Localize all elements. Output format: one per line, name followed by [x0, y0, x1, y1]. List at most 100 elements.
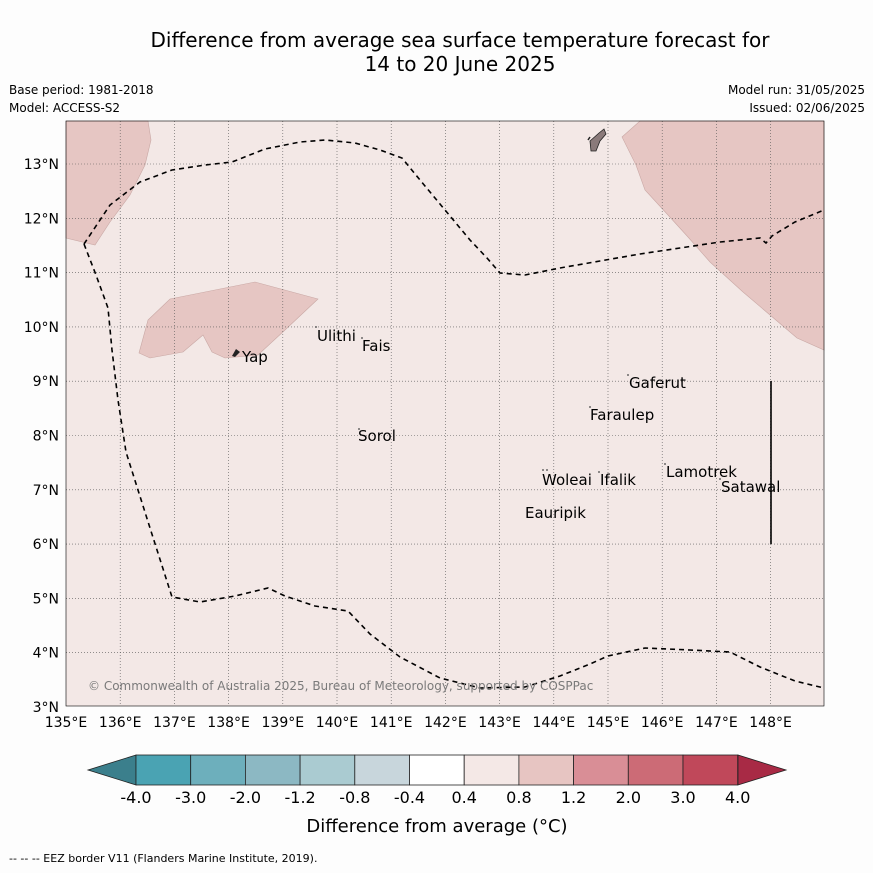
woleai-marker-2 [546, 469, 548, 471]
lon-tick-label: 136°E [99, 715, 142, 731]
lat-tick-label: 7°N [33, 483, 59, 499]
lat-tick-label: 9°N [33, 374, 59, 390]
colorbar-tick-label: 4.0 [725, 788, 750, 807]
ifalik-marker [598, 471, 600, 473]
lon-tick-label: 148°E [749, 715, 792, 731]
faraulep-marker [589, 406, 591, 408]
yap-landmass [232, 349, 240, 357]
colorbar-tick-label: 2.0 [616, 788, 641, 807]
title-line-1: Difference from average sea surface temp… [150, 28, 770, 52]
place-label-ifalik: Ifalik [600, 471, 636, 489]
gridlines [66, 121, 824, 706]
colorbar-right-arrow [737, 754, 788, 786]
colorbar: -4.0 -3.0 -2.0 -1.2 -0.8 -0.4 0.4 0.8 1.2 2.0 3.0 4… [86, 754, 788, 837]
map-title: Difference from average sea surface temp… [60, 28, 860, 76]
lon-tick-label: 145°E [587, 715, 630, 731]
colorbar-tick-labels: -4.0 -3.0 -2.0 -1.2 -0.8 -0.4 0.4 0.8 1.2 2.0 3.0 4… [120, 788, 750, 807]
lon-tick-label: 138°E [207, 715, 250, 731]
colorbar-segment [682, 754, 739, 786]
colorbar-tick-label: 1.2 [561, 788, 586, 807]
lat-tick-label: 5°N [33, 591, 59, 607]
colorbar-left-arrow [86, 754, 137, 786]
place-label-woleai: Woleai [542, 471, 592, 489]
colorbar-tick-label: -3.0 [175, 788, 206, 807]
eez-border [83, 139, 825, 689]
lat-tick-label: 11°N [24, 266, 59, 282]
place-label-yap: Yap [241, 348, 268, 366]
colorbar-segment [244, 754, 301, 786]
lon-tick-label: 140°E [316, 715, 359, 731]
land-features [232, 128, 607, 357]
place-label-ulithi: Ulithi [317, 327, 356, 345]
colorbar-segment [299, 754, 356, 786]
place-labels: Ulithi Fais Yap Gaferut Faraulep Sorol L… [241, 327, 780, 522]
lon-tick-label: 144°E [533, 715, 576, 731]
sorol-marker [358, 428, 360, 430]
copyright-text: © Commonwealth of Australia 2025, Bureau… [88, 679, 593, 693]
colorbar-tick-label: -1.2 [284, 788, 315, 807]
guam-north-marker [587, 136, 591, 141]
model-run-text: Model run: 31/05/2025 [727, 83, 865, 97]
map-frame [65, 120, 825, 707]
colorbar-tick-label: -0.8 [339, 788, 370, 807]
model-text: Model: ACCESS-S2 [9, 101, 121, 115]
place-label-eauripik: Eauripik [525, 504, 586, 522]
colorbar-tick-label: -4.0 [120, 788, 151, 807]
place-label-gaferut: Gaferut [629, 374, 686, 392]
longitude-labels: 135°E 136°E 137°E 138°E 139°E 140°E 141°E 142°E… [45, 715, 792, 731]
place-label-fais: Fais [362, 337, 391, 355]
lat-tick-label: 3°N [33, 700, 59, 716]
latitude-labels: 13°N 12°N 11°N 10°N 9°N 8°N 7°N 6°N 5°N 4°N 3°N [24, 157, 59, 716]
woleai-marker [542, 469, 544, 471]
lon-tick-label: 146°E [641, 715, 684, 731]
lon-tick-label: 137°E [153, 715, 196, 731]
lat-tick-label: 12°N [24, 211, 59, 227]
colorbar-tick-label: 0.4 [451, 788, 476, 807]
lat-tick-label: 8°N [33, 429, 59, 445]
guam-landmass [589, 128, 607, 152]
lon-tick-label: 139°E [262, 715, 305, 731]
fais-marker [361, 337, 363, 339]
colorbar-segment [518, 754, 575, 786]
eez-legend-note: -- -- -- EEZ border V11 (Flanders Marine… [9, 852, 318, 865]
ulithi-marker [315, 326, 317, 328]
lon-tick-label: 143°E [478, 715, 521, 731]
title-line-2: 14 to 20 June 2025 [364, 52, 556, 76]
colorbar-title: Difference from average (°C) [306, 816, 567, 837]
colorbar-tick-label: -0.4 [394, 788, 425, 807]
satawal-marker [719, 478, 721, 480]
lamotrek-marker [664, 463, 666, 465]
colorbar-segment [463, 754, 520, 786]
lat-tick-label: 6°N [33, 537, 59, 553]
gaferut-marker [627, 374, 629, 376]
colorbar-segments [135, 754, 739, 786]
colorbar-tick-label: 3.0 [670, 788, 695, 807]
colorbar-segment [135, 754, 192, 786]
lat-tick-label: 13°N [24, 157, 59, 173]
warm-area-northwest [65, 120, 152, 246]
colorbar-tick-label: 0.8 [506, 788, 531, 807]
lon-tick-label: 141°E [370, 715, 413, 731]
lon-tick-label: 135°E [45, 715, 88, 731]
place-label-sorol: Sorol [358, 427, 396, 445]
place-label-lamotrek: Lamotrek [666, 463, 737, 481]
lat-tick-label: 10°N [24, 320, 59, 336]
place-label-faraulep: Faraulep [590, 406, 654, 424]
base-period-text: Base period: 1981-2018 [9, 83, 154, 97]
lon-tick-label: 147°E [695, 715, 738, 731]
colorbar-segment [573, 754, 629, 786]
colorbar-segment [190, 754, 246, 786]
meta-right: Model run: 31/05/2025 Issued: 02/06/2025 [728, 81, 865, 117]
issued-text: Issued: 02/06/2025 [749, 101, 865, 115]
island-markers [315, 326, 721, 480]
colorbar-segment [409, 754, 465, 786]
colorbar-tick-label: -2.0 [230, 788, 261, 807]
eez-border-north [83, 139, 825, 276]
colorbar-segment [627, 754, 684, 786]
meta-left: Base period: 1981-2018 Model: ACCESS-S2 [9, 81, 154, 117]
lat-tick-label: 4°N [33, 646, 59, 662]
lon-tick-label: 142°E [424, 715, 467, 731]
colorbar-segment [354, 754, 410, 786]
place-label-satawal: Satawal [721, 478, 780, 496]
